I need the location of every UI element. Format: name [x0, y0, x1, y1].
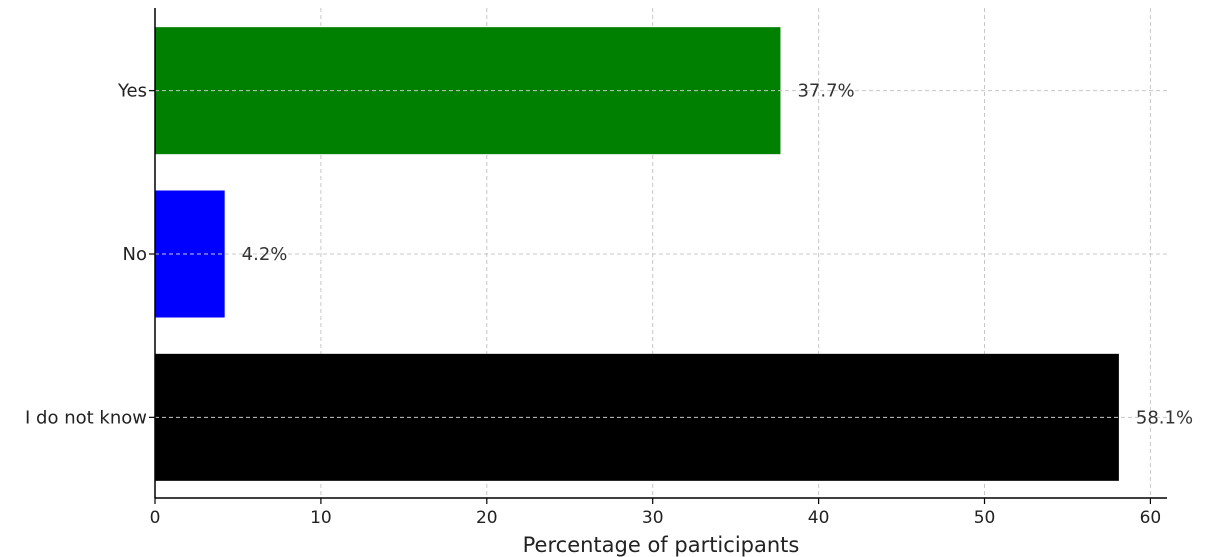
bars — [155, 27, 1119, 481]
x-tick-label: 0 — [150, 508, 161, 528]
x-tick-label: 30 — [642, 508, 664, 528]
bar — [155, 353, 1119, 481]
category-label: Yes — [117, 81, 147, 102]
x-tick-label: 20 — [476, 508, 498, 528]
x-tick-label: 40 — [808, 508, 830, 528]
x-tick-label: 10 — [310, 508, 332, 528]
x-tick-label: 50 — [974, 508, 996, 528]
x-tick-label: 60 — [1140, 508, 1162, 528]
category-label: I do not know — [25, 407, 147, 428]
labels: 0 10 20 30 40 50 60 Yes No I do not know 37.7% 4.2%… — [25, 81, 1193, 528]
x-axis-title: Percentage of participants — [523, 533, 800, 557]
data-label: 37.7% — [797, 81, 854, 102]
axes — [149, 8, 1167, 504]
data-label: 58.1% — [1136, 407, 1193, 428]
data-label: 4.2% — [242, 244, 288, 265]
category-label: No — [123, 244, 147, 265]
